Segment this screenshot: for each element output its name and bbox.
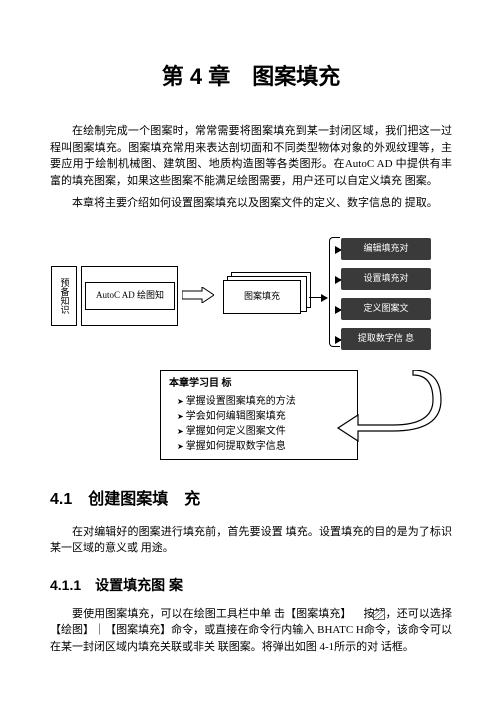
diagram-right-box-1: 编辑填充对 <box>341 238 431 260</box>
goal-item-2: 学会如何编辑图案填充 <box>177 409 349 424</box>
goal-item-3: 掌握如何定义图案文件 <box>177 424 349 439</box>
goal-item-1: 掌握设置图案填充的方法 <box>177 394 349 409</box>
diagram-right-box-3: 定义图案文 <box>341 298 431 320</box>
hatch-button-icon <box>351 609 363 619</box>
learning-goals-box: 本章学习目 标 掌握设置图案填充的方法 学会如何编辑图案填充 掌握如何定义图案文… <box>160 370 358 460</box>
diagram-right-box-4: 提取数字信 息 <box>341 328 431 350</box>
diagram-center-box: 图案填充 <box>223 280 301 314</box>
diagram-left-box: AutoC AD 绘图知 <box>85 282 175 310</box>
goals-title: 本章学习目 标 <box>169 376 349 391</box>
section-4-1-1-heading: 4.1.1 设置填充图 案 <box>50 575 452 596</box>
curve-arrow-icon <box>333 370 453 445</box>
arrow-center-to-bracket <box>309 297 327 299</box>
intro-para-2: 本章将主要介绍如何设置图案填充以及图案文件的定义、数字信息的 提取。 <box>50 195 452 212</box>
section-4-1-1-para: 要使用图案填充，可以在绘图工具栏中单 击【图案填充】按钮，还可以选择【绘图】｜【… <box>50 606 452 656</box>
diagram-sidebar-box: 预备知识 <box>51 266 77 326</box>
para-text-a: 要使用图案填充，可以在绘图工具栏中单 击【图案填充】 <box>72 608 351 620</box>
section-4-1-para: 在对编辑好的图案进行填充前，首先要设置 填充。设置填充的目的是为了标识某一区域的… <box>50 524 452 557</box>
goal-item-4: 掌握如何提取数字信息 <box>177 439 349 454</box>
intro-para-1: 在绘制完成一个图案时，常常需要将图案填充到某一封闭区域，我们把这一过程叫图案填充… <box>50 123 452 189</box>
concept-diagram: 预备知识 AutoC AD 绘图知 图案填充 编辑填充对 设置填充对 定义图案文… <box>51 232 451 362</box>
section-4-1-heading: 4.1 创建图案填 充 <box>50 488 452 512</box>
chapter-title: 第 4 章 图案填充 <box>50 60 452 93</box>
block-arrow-icon <box>182 287 214 303</box>
diagram-right-box-2: 设置填充对 <box>341 268 431 290</box>
